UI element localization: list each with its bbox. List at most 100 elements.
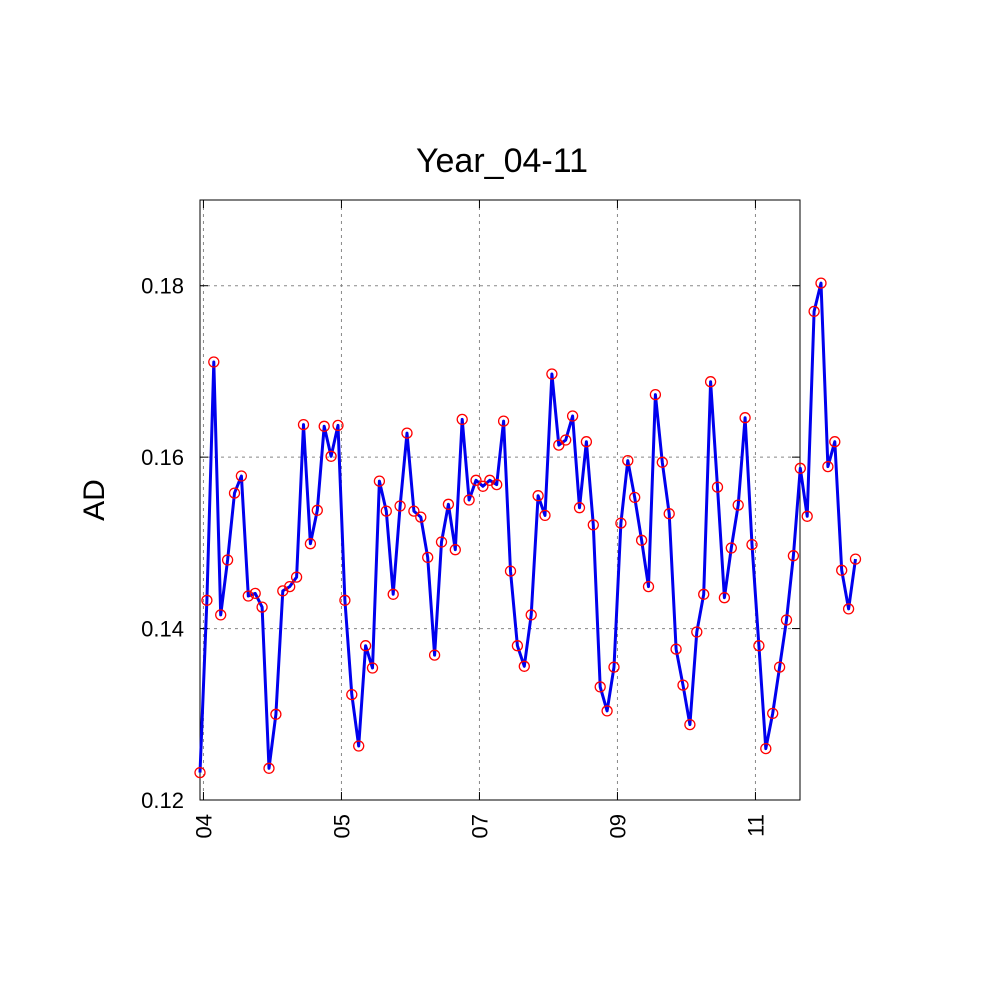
data-point <box>601 705 613 717</box>
data-point <box>346 688 358 701</box>
y-axis-label: AD <box>78 479 111 521</box>
data-point <box>622 454 634 467</box>
data-point <box>263 762 275 774</box>
data-point <box>449 544 461 556</box>
x-tick-label: 07 <box>467 814 492 838</box>
data-point <box>801 510 813 522</box>
series-line <box>198 281 857 773</box>
data-point <box>456 413 468 426</box>
data-point <box>477 480 489 492</box>
data-point <box>760 742 772 755</box>
data-point <box>463 494 475 506</box>
data-point <box>373 475 386 487</box>
data-point <box>435 536 448 548</box>
data-point <box>594 681 606 693</box>
data-point <box>387 588 399 600</box>
x-tick-label: 09 <box>605 814 630 838</box>
data-point <box>815 277 827 289</box>
data-point <box>711 481 724 493</box>
y-tick-label: 0.16 <box>141 445 184 470</box>
y-tick-label: 0.18 <box>141 274 184 299</box>
data-point <box>470 474 482 486</box>
data-point <box>718 592 731 604</box>
data-point <box>698 588 710 600</box>
data-point <box>353 740 365 752</box>
data-point <box>829 436 841 448</box>
data-point <box>580 436 593 448</box>
data-point <box>808 305 820 318</box>
data-point <box>670 643 682 655</box>
data-point <box>532 490 544 502</box>
data-point <box>270 708 282 720</box>
data-point <box>428 649 441 661</box>
y-tick-label: 0.14 <box>141 617 184 642</box>
data-point <box>746 538 758 551</box>
data-point <box>290 571 303 583</box>
data-point <box>539 509 551 522</box>
data-point <box>773 661 786 673</box>
data-point <box>201 594 213 606</box>
data-markers <box>194 277 862 779</box>
data-point <box>242 590 254 602</box>
data-point <box>249 587 261 600</box>
data-point <box>573 502 586 514</box>
data-point <box>497 415 510 427</box>
data-point <box>228 487 241 499</box>
data-point <box>842 603 855 615</box>
data-point <box>767 707 779 720</box>
data-point <box>401 427 413 439</box>
data-point <box>380 505 392 517</box>
data-point <box>235 470 248 482</box>
data-point <box>408 505 420 517</box>
data-point <box>836 564 848 576</box>
data-point <box>587 519 599 531</box>
data-point <box>525 609 537 621</box>
x-tick-label: 04 <box>191 814 216 838</box>
data-point <box>635 534 648 546</box>
data-point <box>608 661 620 673</box>
data-point <box>691 626 703 638</box>
data-point <box>504 565 517 577</box>
data-point <box>794 462 806 474</box>
data-point <box>704 376 717 388</box>
data-point <box>304 538 317 550</box>
data-point <box>663 508 675 520</box>
data-point <box>422 551 434 564</box>
data-point <box>221 554 234 566</box>
chart-title: Year_04-11 <box>416 142 588 180</box>
data-point <box>849 553 862 565</box>
plot-frame <box>199 199 801 801</box>
data-point <box>560 434 572 446</box>
y-tick-label: 0.12 <box>141 788 184 813</box>
data-point <box>546 368 558 380</box>
data-point <box>325 450 337 462</box>
data-point <box>629 491 641 504</box>
data-point <box>284 580 296 593</box>
data-point <box>442 498 455 510</box>
data-point <box>739 412 751 424</box>
grid-lines <box>200 200 800 800</box>
data-point <box>311 504 323 516</box>
data-point <box>649 388 662 401</box>
y-axis-ticks: 0.12 0.14 0.16 0.18 <box>141 274 800 813</box>
data-point <box>753 640 765 652</box>
x-tick-label: 11 <box>743 814 768 837</box>
data-point <box>511 640 524 652</box>
data-point <box>332 419 344 432</box>
data-point <box>208 356 220 368</box>
data-point <box>780 614 793 626</box>
data-point <box>194 766 206 779</box>
data-point <box>656 456 668 468</box>
data-point <box>394 500 406 512</box>
data-point <box>215 609 227 621</box>
data-point <box>787 550 800 562</box>
data-point <box>297 418 310 431</box>
data-point <box>677 679 689 691</box>
data-point <box>366 662 379 674</box>
data-point <box>615 517 627 529</box>
data-point <box>642 580 655 593</box>
data-point <box>415 511 427 523</box>
data-point <box>256 601 268 613</box>
data-point <box>822 460 834 473</box>
